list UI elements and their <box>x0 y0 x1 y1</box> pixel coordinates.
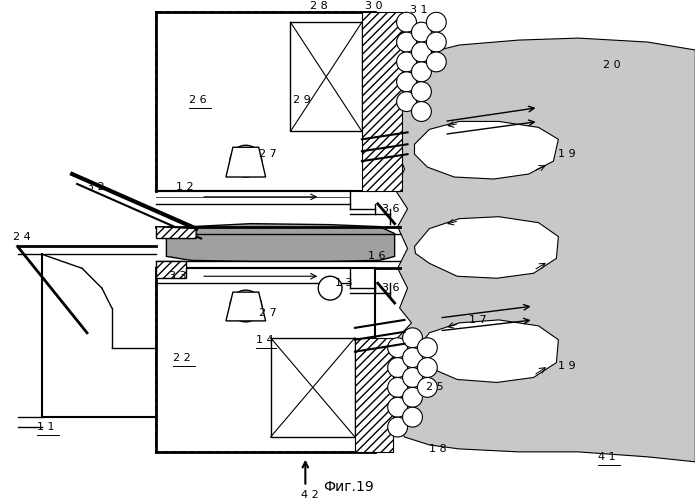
Circle shape <box>426 52 446 72</box>
Polygon shape <box>415 216 558 278</box>
Polygon shape <box>156 226 196 238</box>
Text: 2 7: 2 7 <box>259 308 276 318</box>
Text: 2 8: 2 8 <box>311 2 328 12</box>
Text: 3 6: 3 6 <box>382 204 399 214</box>
Bar <box>362 12 401 191</box>
Circle shape <box>403 407 422 427</box>
Text: 3 0: 3 0 <box>365 2 383 12</box>
Circle shape <box>412 82 431 102</box>
Circle shape <box>403 328 422 347</box>
Circle shape <box>412 62 431 82</box>
Polygon shape <box>415 122 558 179</box>
Circle shape <box>403 348 422 368</box>
Text: 1 1: 1 1 <box>38 422 55 432</box>
Bar <box>355 338 393 452</box>
Polygon shape <box>226 147 266 177</box>
Circle shape <box>403 388 422 407</box>
Text: 1 3: 1 3 <box>335 278 352 288</box>
Circle shape <box>396 52 417 72</box>
Circle shape <box>403 368 422 388</box>
Text: Фиг.19: Фиг.19 <box>324 480 374 494</box>
Circle shape <box>387 358 408 378</box>
Text: 1 7: 1 7 <box>469 315 487 325</box>
Circle shape <box>396 72 417 92</box>
Bar <box>156 268 375 452</box>
Text: 3 6: 3 6 <box>382 283 399 293</box>
Circle shape <box>426 12 446 32</box>
Text: 2 9: 2 9 <box>293 94 311 104</box>
Text: 4 2: 4 2 <box>302 490 319 500</box>
Text: 2 2: 2 2 <box>173 352 191 362</box>
Text: 1 6: 1 6 <box>368 252 385 262</box>
Bar <box>271 338 355 437</box>
Text: 1 8: 1 8 <box>429 444 447 454</box>
Circle shape <box>412 102 431 121</box>
Polygon shape <box>389 38 695 462</box>
Text: 1 2: 1 2 <box>177 182 194 192</box>
Text: 3 2: 3 2 <box>87 182 105 192</box>
Circle shape <box>412 22 431 42</box>
Polygon shape <box>415 320 558 382</box>
Polygon shape <box>226 292 266 321</box>
Circle shape <box>426 32 446 52</box>
Circle shape <box>417 378 438 398</box>
Text: 2 6: 2 6 <box>189 94 207 104</box>
Circle shape <box>230 290 262 322</box>
Text: 2 0: 2 0 <box>603 60 621 70</box>
Text: 3 1: 3 1 <box>410 6 427 16</box>
Circle shape <box>412 42 431 62</box>
Text: 1 4: 1 4 <box>255 335 274 345</box>
Text: 1 9: 1 9 <box>558 149 576 159</box>
Text: 3 3: 3 3 <box>170 271 187 281</box>
Circle shape <box>396 12 417 32</box>
Circle shape <box>387 398 408 417</box>
Text: 2 7: 2 7 <box>259 149 276 159</box>
Circle shape <box>387 338 408 357</box>
Circle shape <box>387 378 408 398</box>
Circle shape <box>230 146 262 177</box>
Text: 2 5: 2 5 <box>426 382 444 392</box>
Circle shape <box>318 276 342 300</box>
Text: 1 9: 1 9 <box>558 360 576 370</box>
Circle shape <box>387 417 408 437</box>
Bar <box>156 12 375 191</box>
Bar <box>290 22 362 132</box>
Circle shape <box>417 338 438 357</box>
Text: 4 1: 4 1 <box>598 452 616 462</box>
Circle shape <box>396 32 417 52</box>
Circle shape <box>396 92 417 112</box>
Polygon shape <box>166 224 394 262</box>
Circle shape <box>417 358 438 378</box>
Text: 2 4: 2 4 <box>13 232 30 241</box>
Polygon shape <box>156 262 186 278</box>
